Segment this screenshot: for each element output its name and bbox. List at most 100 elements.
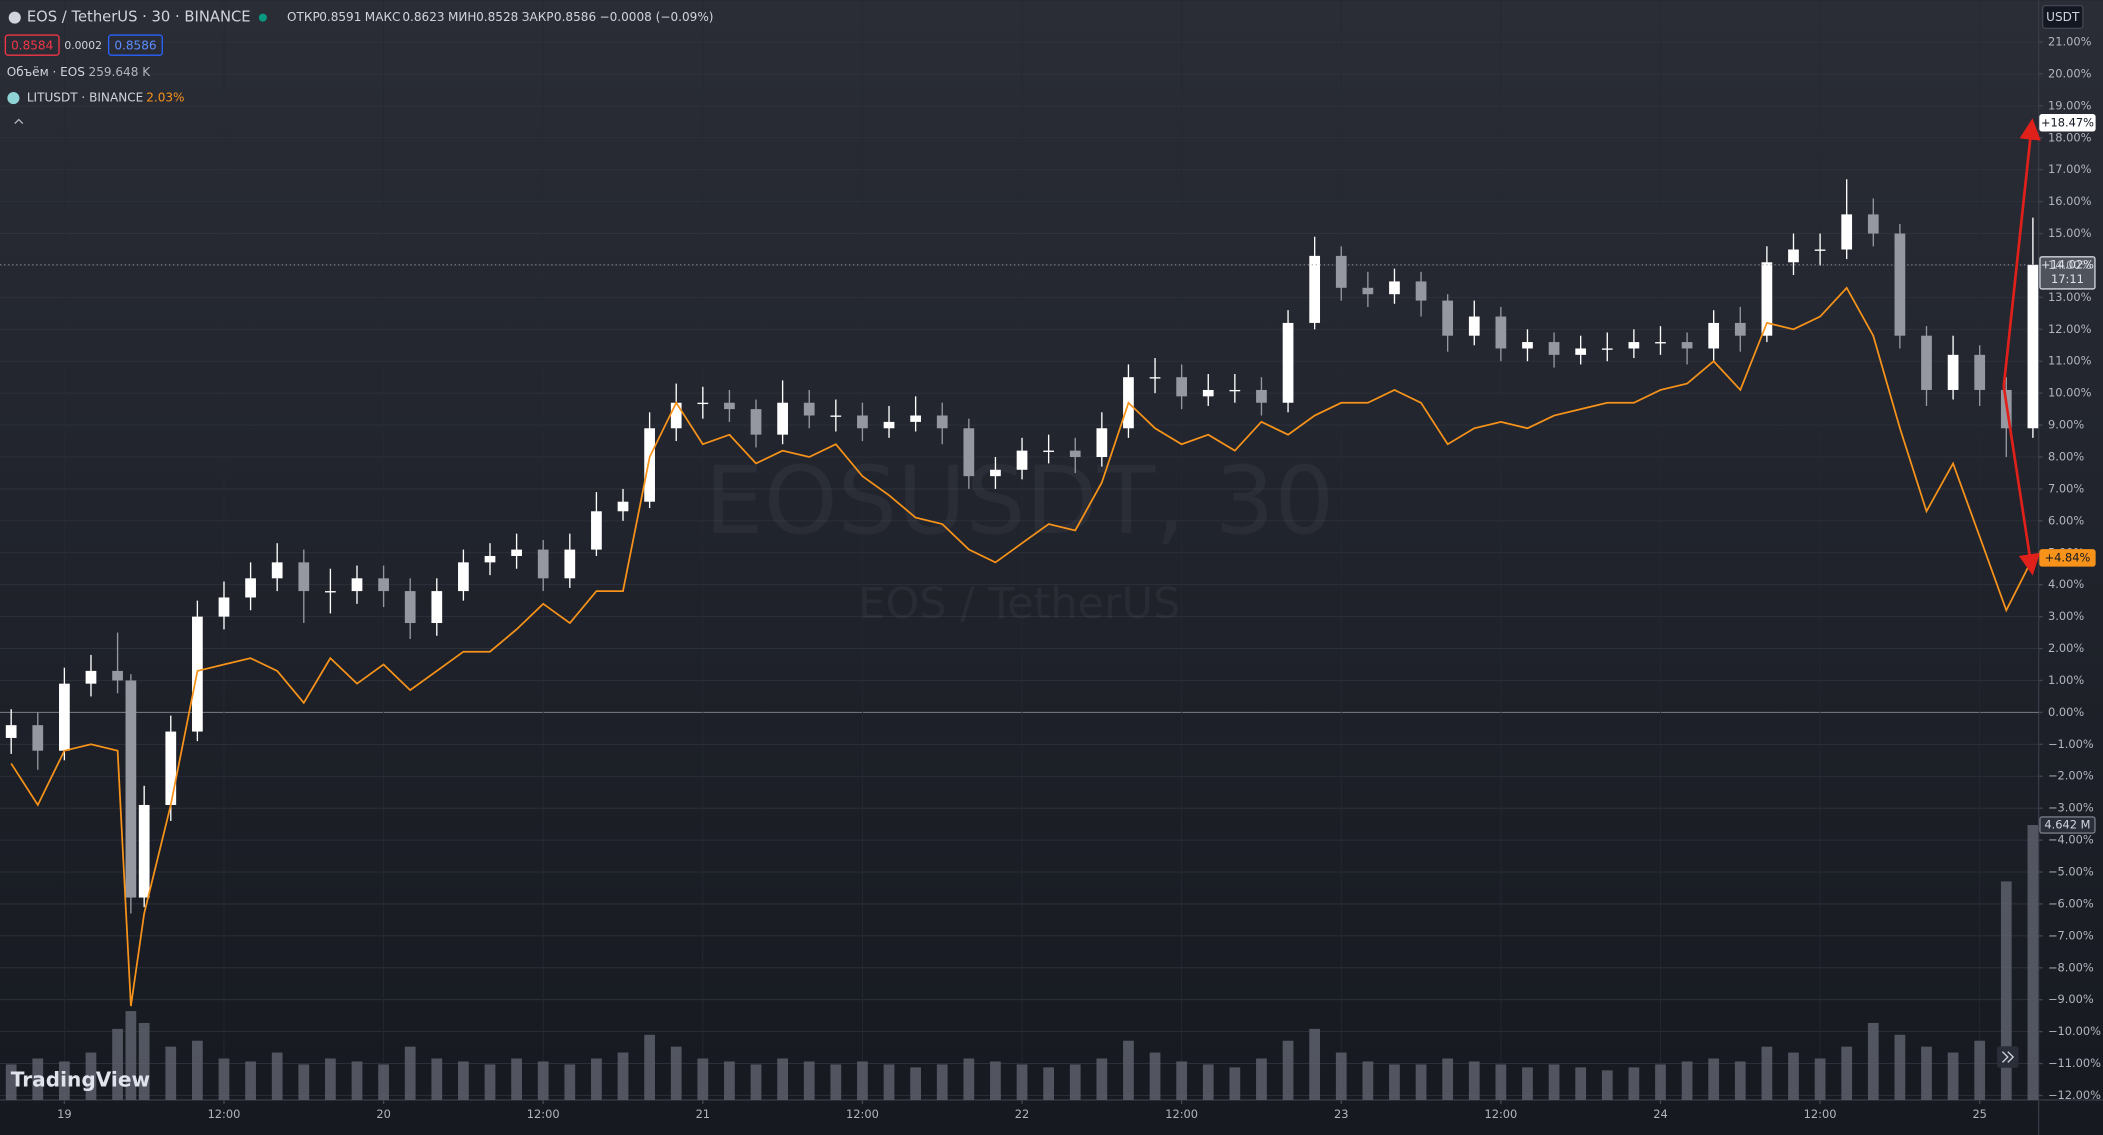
- x-tick-label: 25: [1972, 1107, 1987, 1121]
- watermark: EOS / TetherUS: [858, 579, 1180, 629]
- volume-bar: [458, 1061, 469, 1100]
- ask[interactable]: 0.8586: [114, 38, 156, 52]
- x-tick-label: 12:00: [846, 1107, 879, 1121]
- currency-box[interactable]: [2041, 4, 2084, 30]
- volume-bar: [298, 1064, 310, 1100]
- candle-body: [1947, 354, 1959, 390]
- candle-body: [1734, 322, 1746, 336]
- candle-body: [1442, 300, 1454, 336]
- candle-body: [724, 402, 735, 410]
- y-tick-label: 7.00%: [2048, 481, 2084, 495]
- candle-body: [1256, 389, 1267, 403]
- candle-body: [245, 578, 256, 598]
- candle-body: [1814, 249, 1826, 251]
- candle-body: [378, 578, 389, 592]
- symbol-icon: [8, 11, 21, 24]
- buy-box[interactable]: [107, 34, 163, 56]
- y-tick-label: 21.00%: [2048, 34, 2092, 48]
- candle-body: [1974, 354, 1986, 390]
- price-tag-label: +18.47%: [2041, 115, 2094, 129]
- y-tick-label: −1.00%: [2048, 737, 2094, 751]
- y-tick-label: −12.00%: [2048, 1088, 2101, 1102]
- volume-bar: [777, 1058, 788, 1100]
- volume-bar: [1788, 1052, 1799, 1100]
- candle-body: [1894, 233, 1906, 336]
- volume-value: 259.648 K: [89, 65, 152, 79]
- volume-bar: [750, 1064, 762, 1100]
- ohlc-value: 0.8623: [402, 10, 444, 24]
- volume-bar: [138, 1022, 150, 1100]
- volume-bar: [1362, 1061, 1374, 1100]
- candle-body: [617, 501, 629, 512]
- volume-bar: [936, 1064, 948, 1100]
- collapse-button[interactable]: [14, 118, 24, 125]
- volume-bar: [1202, 1064, 1214, 1100]
- compare-line: [10, 286, 2034, 1007]
- y-tick-label: −2.00%: [2048, 769, 2094, 783]
- y-tick-label: 11.00%: [2048, 354, 2092, 368]
- volume-bar: [591, 1058, 602, 1100]
- volume-bar: [1069, 1064, 1081, 1100]
- candle-body: [936, 415, 948, 429]
- volume-bar: [325, 1058, 336, 1100]
- volume-bar: [59, 1061, 70, 1100]
- ohlc-value: 0.8528: [476, 10, 518, 24]
- y-tick-label: 15.00%: [2048, 226, 2092, 240]
- candle-body: [218, 597, 230, 617]
- volume-bar: [564, 1064, 576, 1100]
- volume-bar: [1468, 1061, 1480, 1100]
- candle-body: [351, 578, 363, 592]
- scroll-icon: [2001, 1051, 2015, 1063]
- volume-bar: [125, 1011, 137, 1100]
- price-tag-label: +14.02%: [2041, 257, 2094, 271]
- candle-body: [458, 562, 469, 592]
- candle-body: [1628, 342, 1640, 349]
- y-tick-label: −6.00%: [2048, 896, 2094, 910]
- candle-body: [1309, 255, 1321, 323]
- compare-value: 2.03%: [146, 91, 184, 105]
- candle-body: [1681, 342, 1693, 349]
- candle-body: [1468, 316, 1480, 336]
- candle-body: [298, 562, 310, 592]
- ohlc-label: ЗАКР: [522, 10, 554, 24]
- volume-bar: [192, 1040, 203, 1100]
- candle-body: [1575, 348, 1587, 355]
- currency[interactable]: USDT: [2046, 10, 2080, 24]
- bid[interactable]: 0.8584: [11, 38, 53, 52]
- y-tick-label: 8.00%: [2048, 450, 2084, 464]
- candle-body: [777, 402, 788, 435]
- candle-body: [404, 591, 416, 624]
- candle-body: [883, 421, 895, 429]
- y-tick-label: −11.00%: [2048, 1056, 2101, 1070]
- candle-body: [1548, 342, 1560, 355]
- candle-body: [990, 469, 1001, 477]
- candle-body: [1921, 335, 1932, 390]
- y-tick-label: −9.00%: [2048, 992, 2094, 1006]
- volume-bar: [85, 1052, 97, 1100]
- x-tick-label: 12:00: [1484, 1107, 1517, 1121]
- volume-bar: [351, 1061, 363, 1100]
- candle-body: [1708, 322, 1720, 349]
- volume-bar: [1548, 1064, 1560, 1100]
- ohlc-label: МИН: [448, 10, 477, 24]
- y-tick-label: −8.00%: [2048, 960, 2094, 974]
- x-tick-label: 24: [1653, 1107, 1668, 1121]
- volume-bar: [537, 1061, 549, 1100]
- candle-body: [910, 415, 921, 422]
- x-tick-label: 12:00: [1165, 1107, 1198, 1121]
- candle-body: [1016, 450, 1028, 470]
- x-tick-label: 19: [57, 1107, 71, 1121]
- compare-icon: [7, 92, 20, 105]
- candle-body: [1522, 342, 1533, 349]
- y-tick-label: 0.00%: [2048, 705, 2084, 719]
- volume-bar: [1123, 1040, 1134, 1100]
- price-tag: [2039, 256, 2096, 290]
- y-tick-label: 10.00%: [2048, 386, 2092, 400]
- volume-bar: [218, 1058, 230, 1100]
- volume-bar: [1335, 1052, 1347, 1100]
- sell-box[interactable]: [4, 34, 60, 56]
- candle-body: [1841, 214, 1853, 250]
- volume-legend: Объём · EOS: [7, 65, 85, 79]
